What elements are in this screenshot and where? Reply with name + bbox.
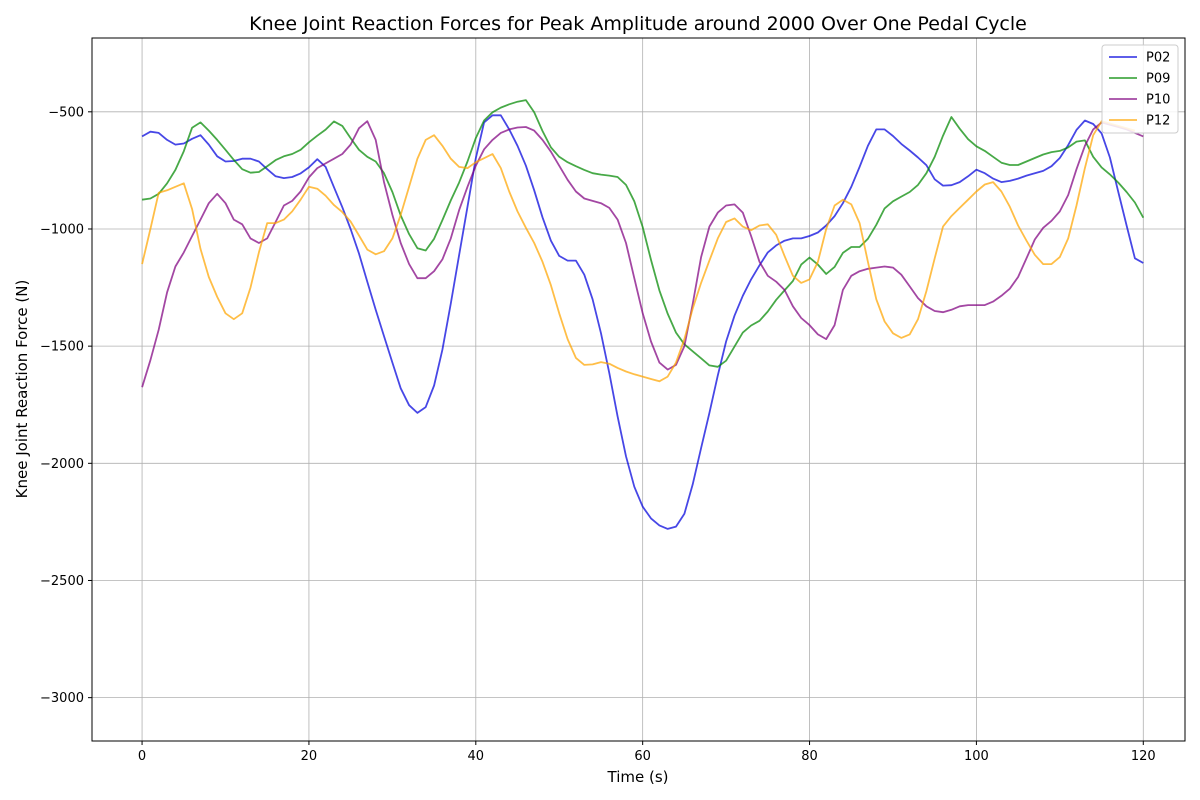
y-tick-label: −2500	[40, 574, 84, 589]
chart-title: Knee Joint Reaction Forces for Peak Ampl…	[249, 13, 1027, 35]
legend-label-p10: P10	[1146, 93, 1170, 108]
y-axis-label: Knee Joint Reaction Force (N)	[13, 280, 31, 499]
x-tick-label: 20	[301, 749, 318, 764]
legend-label-p12: P12	[1146, 114, 1170, 129]
legend-label-p09: P09	[1146, 72, 1170, 87]
y-tick-label: −2000	[40, 457, 84, 472]
legend: P02 P09 P10 P12	[1101, 44, 1179, 134]
series-line-p02	[141, 114, 1144, 530]
y-tick-label: −1000	[40, 222, 84, 237]
x-tick-label: 0	[138, 749, 146, 764]
y-tick-label: −500	[48, 105, 84, 120]
axis-ticks: 0 20 40 60 80 100 120 −3000 −2500 −2000 −1500 −1000…	[40, 105, 1156, 764]
x-tick-label: 80	[801, 749, 818, 764]
plot-frame	[91, 37, 1186, 742]
series-line-p10	[141, 120, 1144, 388]
x-tick-label: 60	[634, 749, 651, 764]
x-tick-label: 40	[468, 749, 485, 764]
x-tick-label: 100	[964, 749, 989, 764]
y-tick-label: −1500	[40, 340, 84, 355]
legend-box	[1101, 44, 1179, 134]
series-line-p09	[141, 99, 1145, 368]
x-tick-label: 120	[1131, 749, 1156, 764]
series-lines	[141, 99, 1145, 530]
x-axis-label: Time (s)	[607, 768, 669, 786]
series-line-p12	[141, 120, 1136, 383]
grid	[92, 38, 1185, 741]
legend-label-p02: P02	[1146, 51, 1170, 66]
y-tick-label: −3000	[40, 691, 84, 706]
